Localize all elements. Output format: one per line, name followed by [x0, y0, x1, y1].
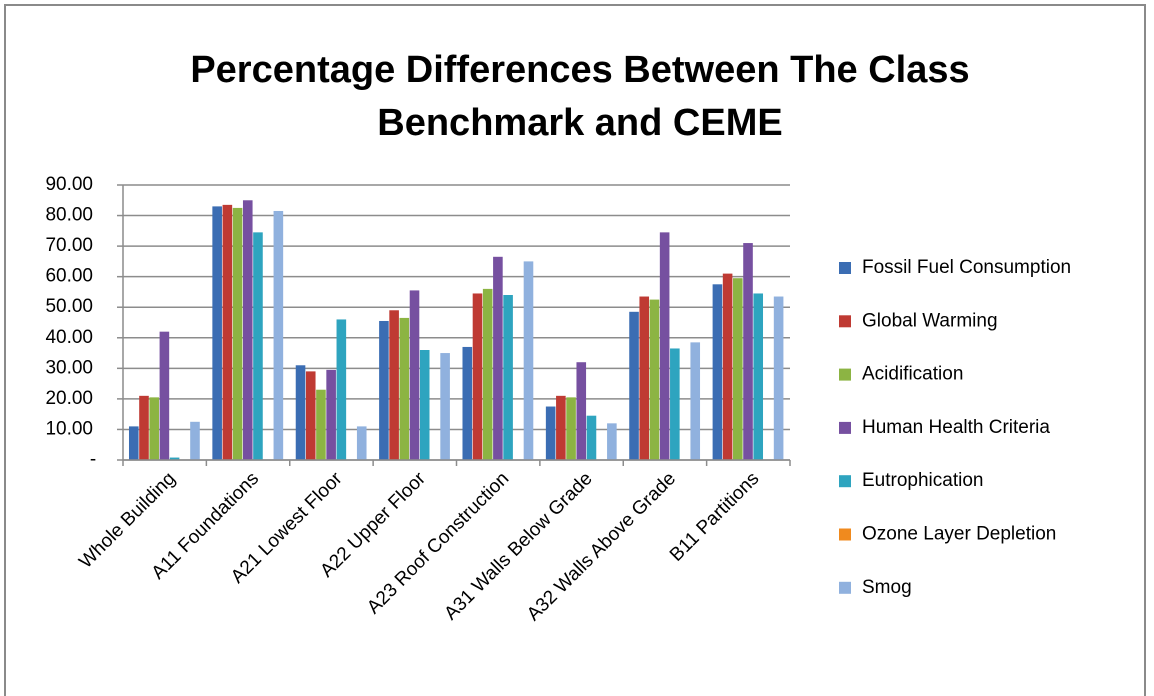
- bar: [482, 288, 493, 460]
- legend-swatch: [839, 475, 851, 488]
- legend-swatch: [839, 368, 851, 381]
- bar: [389, 310, 399, 460]
- bar: [190, 421, 200, 460]
- bar: [232, 207, 243, 460]
- y-tick-label: 60.00: [45, 266, 93, 287]
- bar: [169, 457, 180, 460]
- chart-frame: [4, 4, 1146, 696]
- legend-label: Smog: [862, 577, 912, 598]
- x-tick-label: A32 Walls Above Grade: [523, 468, 680, 625]
- bar: [440, 353, 450, 460]
- bar: [159, 331, 170, 460]
- bar: [242, 200, 253, 460]
- y-tick-label: -: [90, 449, 96, 470]
- chart-title: Percentage Differences Between The Class…: [190, 49, 970, 144]
- bar: [316, 389, 326, 460]
- bar: [523, 261, 534, 460]
- legend-swatch: [839, 315, 851, 328]
- bar: [295, 365, 306, 460]
- legend-swatch: [839, 581, 851, 594]
- x-tick-label: A23 Roof Construction: [363, 468, 513, 618]
- bar: [149, 397, 159, 460]
- legend-label: Fossil Fuel Consumption: [862, 257, 1071, 278]
- legend-swatch: [839, 262, 851, 274]
- bar: [649, 299, 660, 460]
- bar: [399, 317, 410, 460]
- legend-label: Ozone Layer Depletion: [862, 524, 1056, 545]
- bar: [722, 273, 733, 460]
- bar: [493, 256, 503, 460]
- bar: [472, 293, 483, 460]
- x-tick-label: B11 Partitions: [666, 468, 764, 566]
- bar: [733, 278, 743, 460]
- bar: [409, 290, 420, 460]
- legend-label: Global Warming: [862, 310, 998, 331]
- x-tick-label: A31 Walls Below Grade: [440, 468, 596, 624]
- bar: [419, 350, 430, 460]
- bar: [670, 348, 680, 460]
- bar: [336, 319, 347, 460]
- bar: [586, 415, 597, 460]
- bar: [253, 232, 263, 460]
- y-tick-label: 30.00: [45, 357, 93, 378]
- bar: [639, 296, 650, 460]
- bar: [773, 296, 784, 460]
- bar: [566, 397, 576, 460]
- bar: [356, 426, 367, 460]
- legend-swatch: [839, 421, 851, 434]
- bar: [743, 243, 753, 460]
- y-tick-label: 80.00: [45, 205, 93, 226]
- bar: [326, 369, 336, 460]
- bar: [273, 210, 284, 460]
- legend-swatch: [839, 528, 851, 541]
- y-tick-label: 20.00: [45, 388, 93, 409]
- bar: [556, 395, 566, 460]
- bar: [545, 406, 556, 460]
- y-tick-label: 90.00: [45, 174, 93, 195]
- legend-label: Human Health Criteria: [862, 417, 1050, 438]
- y-tick-label: 10.00: [45, 418, 93, 439]
- legend-label: Acidification: [862, 364, 963, 385]
- bar: [690, 342, 701, 460]
- bar: [607, 423, 617, 460]
- y-tick-label: 70.00: [45, 235, 93, 256]
- bar: [379, 320, 389, 460]
- bar: [305, 371, 316, 460]
- bar: [503, 295, 513, 460]
- bar: [222, 204, 233, 460]
- legend-label: Eutrophication: [862, 470, 983, 491]
- bar: [212, 206, 222, 460]
- y-tick-label: 40.00: [45, 327, 93, 348]
- bar: [753, 293, 764, 460]
- bar: [128, 426, 139, 460]
- bar: [462, 346, 473, 460]
- bar: [712, 284, 723, 460]
- bar: [629, 311, 639, 460]
- bar: [576, 362, 587, 460]
- bar: [659, 232, 670, 460]
- bar: [139, 395, 149, 460]
- y-tick-label: 50.00: [45, 296, 93, 317]
